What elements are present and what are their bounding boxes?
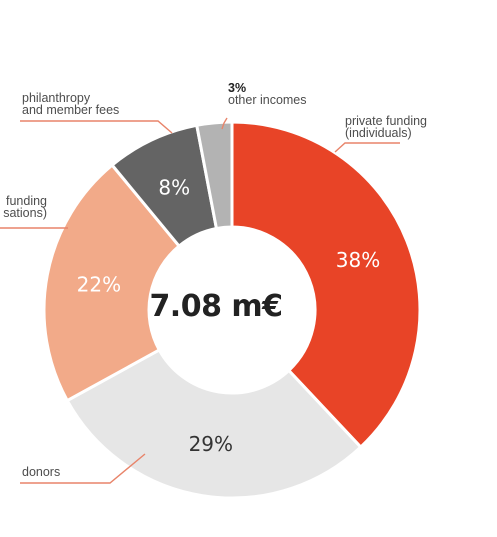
donut-slice-1 [65, 348, 363, 500]
annotation-label-2-line-0: funding [6, 194, 47, 208]
slice-value-label-3: 8% [158, 175, 190, 199]
leader-line-3 [20, 120, 173, 134]
annotation-label-0-line-1: (individuals) [345, 126, 412, 140]
slice-value-labels: 38% 29% 22% 8% [77, 175, 381, 455]
annotation-label-1-line-0: donors [22, 465, 60, 479]
annotation-percent-4: 3% [228, 81, 246, 95]
annotation-label-2-line-1: sations) [3, 206, 47, 220]
annotation-label-0-line-0: private funding [345, 114, 427, 128]
annotation-label-3-line-1: and member fees [22, 103, 119, 117]
category-annotations: private funding(individuals) donors fundin… [3, 81, 427, 479]
donut-slice-2 [42, 163, 181, 403]
slice-value-label-1: 29% [189, 432, 233, 456]
slice-value-label-0: 38% [336, 248, 380, 272]
leader-line-4 [221, 117, 228, 130]
donut-slice-4 [195, 120, 234, 230]
donut-slices [42, 120, 422, 500]
leader-lines [0, 117, 400, 484]
slice-value-label-2: 22% [77, 273, 121, 297]
leader-line-0 [334, 142, 400, 153]
donut-slice-0 [230, 120, 422, 449]
annotation-label-3-line-0: philanthropy [22, 91, 91, 105]
center-total-label: 7.08 m€ [149, 289, 282, 324]
leader-line-1 [20, 453, 146, 484]
annotation-label-4-line-0: other incomes [228, 93, 307, 107]
